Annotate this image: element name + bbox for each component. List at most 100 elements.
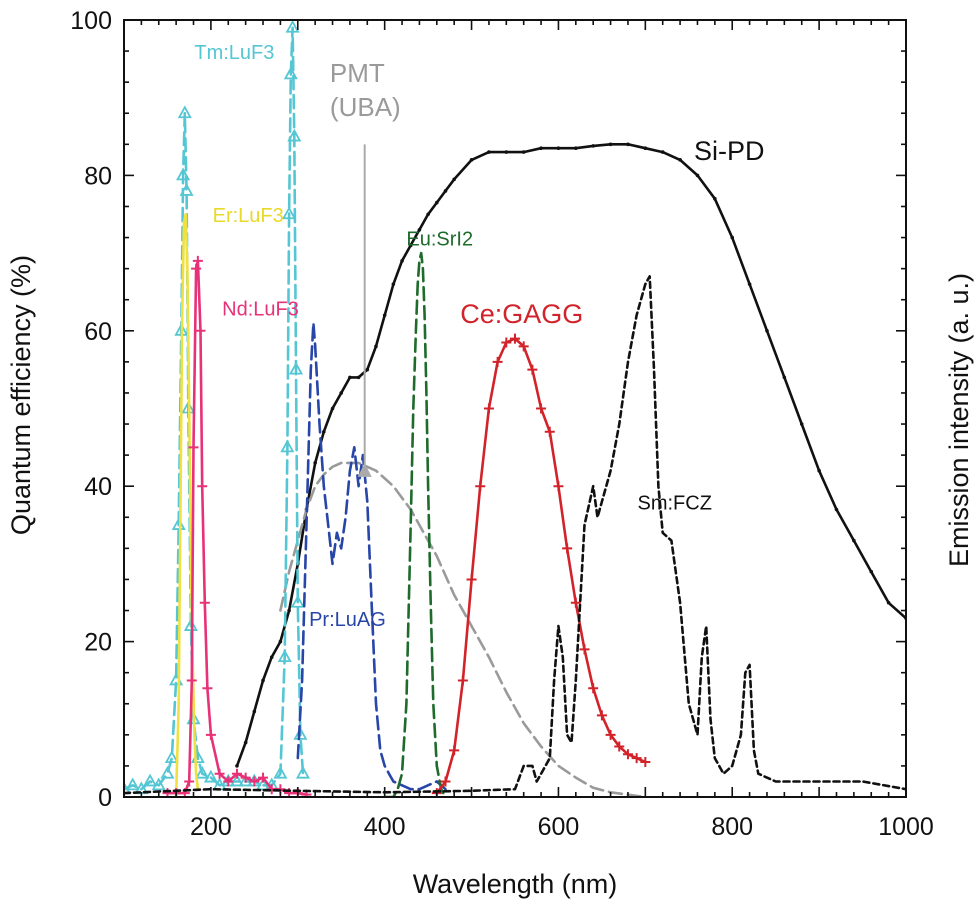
point-tm-luf3: [160, 765, 175, 779]
series-layer: [124, 20, 906, 797]
series-pr-luag: [296, 321, 447, 791]
label-pr-luag: Pr:LuAG: [309, 609, 386, 631]
point-tm-luf3: [285, 20, 300, 33]
line-pmt-uba: [279, 461, 647, 797]
point-si-pd: [852, 538, 856, 543]
point-tm-luf3: [238, 773, 253, 787]
y2-axis-label: Emission intensity (a. u.): [944, 273, 974, 567]
y-axis-label: Quantum efficiency (%): [6, 255, 36, 535]
point-ce-gagg: [457, 675, 468, 686]
point-nd-luf3: [184, 776, 195, 787]
point-si-pd: [408, 243, 413, 248]
point-ce-gagg: [466, 574, 477, 585]
label-si-pd: Si-PD: [694, 136, 765, 166]
point-ce-gagg: [579, 644, 590, 655]
point-si-pd: [417, 227, 422, 232]
point-ce-gagg: [544, 426, 555, 437]
point-si-pd: [400, 259, 404, 263]
point-ce-gagg: [449, 745, 460, 756]
point-si-pd: [608, 142, 613, 147]
point-tm-luf3: [229, 773, 244, 787]
point-si-pd: [322, 430, 326, 434]
point-tm-luf3: [195, 765, 210, 779]
plot-frame: [123, 19, 907, 798]
pmt-arrow-head: [357, 462, 372, 477]
line-er-luf3: [174, 213, 200, 797]
point-si-pd: [269, 655, 274, 659]
point-nd-luf3: [188, 442, 199, 453]
point-si-pd: [452, 177, 456, 182]
point-nd-luf3: [249, 776, 260, 787]
point-si-pd: [713, 196, 717, 201]
label-sm-fcz: Sm:FCZ: [638, 493, 712, 515]
line-pr-luag: [296, 321, 447, 791]
series-eu-sri2: [383, 251, 447, 797]
point-nd-luf3: [199, 597, 210, 608]
label-tm-luf3: Tm:LuF3: [194, 42, 274, 64]
point-tm-luf3: [277, 649, 292, 663]
point-si-pd: [365, 367, 370, 372]
point-nd-luf3: [205, 729, 216, 740]
point-si-pd: [374, 344, 378, 349]
point-si-pd: [869, 569, 874, 574]
point-ce-gagg: [631, 753, 642, 764]
point-tm-luf3: [295, 765, 311, 779]
point-nd-luf3: [191, 263, 202, 274]
point-ce-gagg: [614, 741, 625, 752]
point-tm-luf3: [203, 769, 218, 783]
point-tm-luf3: [151, 777, 166, 791]
point-si-pd: [521, 150, 526, 154]
point-ce-gagg: [553, 481, 564, 492]
point-tm-luf3: [177, 105, 192, 119]
point-tm-luf3: [290, 594, 305, 608]
point-nd-luf3: [223, 776, 234, 787]
point-ce-gagg: [596, 710, 607, 721]
point-nd-luf3: [240, 772, 251, 783]
point-si-pd: [348, 375, 352, 380]
point-si-pd: [356, 375, 361, 380]
point-tm-luf3: [283, 66, 298, 80]
point-tm-luf3: [287, 128, 302, 142]
series-tm-luf3: [124, 20, 311, 795]
point-si-pd: [469, 158, 474, 162]
y-tick-label: 60: [84, 318, 112, 346]
point-si-pd: [426, 212, 430, 217]
point-nd-luf3: [258, 772, 269, 783]
line-sm-fcz: [124, 275, 906, 795]
point-ce-gagg: [605, 729, 616, 740]
point-si-pd: [782, 375, 787, 380]
point-tm-luf3: [282, 206, 297, 220]
point-tm-luf3: [280, 439, 295, 453]
point-ce-gagg: [518, 341, 529, 352]
point-si-pd: [261, 678, 265, 683]
point-si-pd: [765, 329, 769, 333]
point-si-pd: [886, 600, 891, 605]
point-ce-gagg: [536, 403, 547, 414]
point-si-pd: [435, 200, 439, 205]
label-eu-sri2: Eu:SrI2: [406, 228, 473, 250]
point-ce-gagg: [562, 543, 573, 554]
label-er-luf3: Er:LuF3: [213, 205, 284, 227]
point-si-pd: [330, 406, 335, 411]
tick-layer: 200 400 600 800 1000 0 20 40 60 80 100: [70, 7, 934, 841]
point-tm-luf3: [143, 773, 158, 787]
point-si-pd: [443, 189, 448, 193]
label-pmt-uba: (UBA): [330, 92, 401, 122]
point-tm-luf3: [124, 781, 132, 795]
point-ce-gagg: [501, 337, 512, 348]
point-si-pd: [834, 507, 839, 512]
series-sm-fcz: [124, 275, 906, 795]
point-nd-luf3: [231, 768, 242, 779]
point-si-pd: [695, 173, 700, 178]
point-si-pd: [278, 639, 283, 644]
point-nd-luf3: [214, 768, 225, 779]
x-tick-label: 200: [190, 813, 232, 841]
point-nd-luf3: [195, 325, 206, 336]
x-axis-label: Wavelength (nm): [413, 869, 618, 899]
point-ce-gagg: [492, 356, 503, 367]
point-tm-luf3: [273, 765, 288, 779]
point-ce-gagg: [588, 683, 599, 694]
point-si-pd: [556, 146, 561, 151]
x-tick-label: 600: [538, 813, 580, 841]
